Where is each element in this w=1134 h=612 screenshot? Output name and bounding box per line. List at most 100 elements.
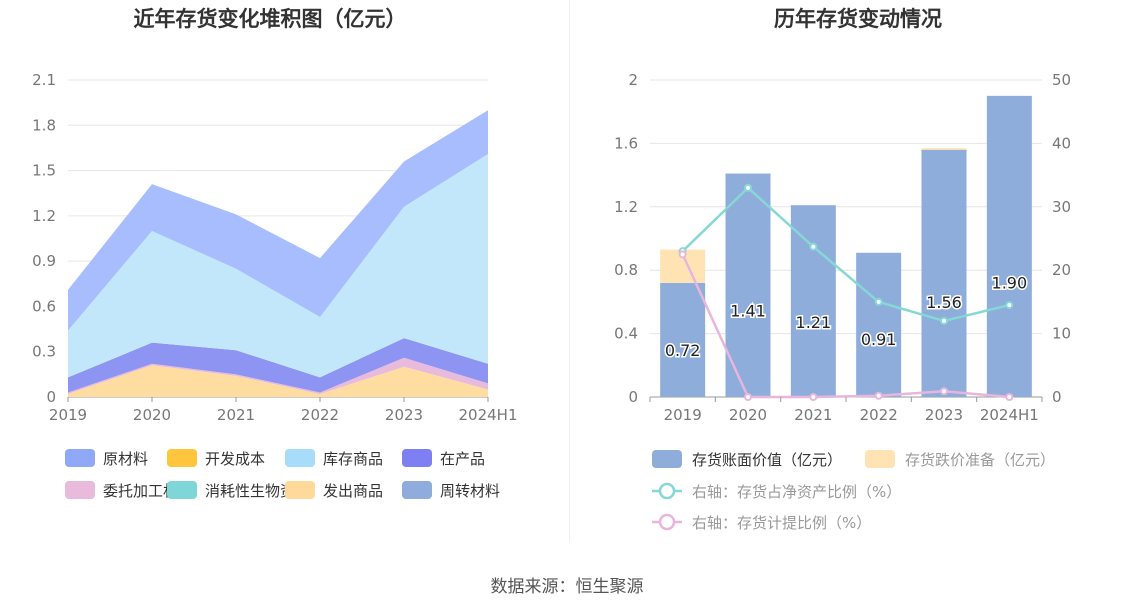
left-legend-swatch (285, 481, 315, 499)
left-x-tick-label: 2022 (301, 406, 339, 424)
right-legend-swatch (865, 450, 895, 468)
left-y-tick-label: 1.2 (32, 207, 56, 225)
line-point (940, 316, 948, 325)
bar-book-value (660, 282, 706, 397)
bar-book-value (856, 252, 902, 397)
left-area-series (68, 110, 488, 397)
line-point (1005, 393, 1014, 401)
right-y2-tick-label: 10 (1052, 325, 1071, 343)
right-legend-marker (658, 513, 676, 531)
left-x-tick-label: 2024H1 (459, 406, 518, 424)
right-x-axis: 2019 2020 2021 2022 2023 2024H1 (649, 397, 1043, 424)
inventory-stacked-area-chart: 近年存货变化堆积图（亿元） 0 0.3 0.6 0.9 1.2 1.5 1.8 2.1 201… (32, 7, 518, 500)
left-x-tick-label: 2019 (49, 406, 87, 424)
right-legend-label: 右轴：存货计提比例（%） (692, 514, 871, 532)
right-gridlines (650, 79, 1042, 398)
line-series-2 (681, 186, 1010, 323)
line-series-3 (681, 253, 1010, 399)
line-point (1005, 301, 1014, 310)
left-legend-label: 原材料 (103, 450, 148, 468)
right-y-tick-label: 0 (628, 388, 638, 406)
left-legend-label: 在产品 (440, 450, 485, 468)
right-right-y-axis: 0 10 20 30 40 50 (1052, 71, 1071, 406)
left-legend-swatch (285, 449, 315, 467)
right-left-y-axis: 0 0.4 0.8 1.2 1.6 2 (614, 71, 638, 406)
left-legend-label: 库存商品 (323, 450, 383, 468)
bar-value-label: 1.41 (730, 302, 766, 321)
left-x-tick-label: 2023 (385, 406, 423, 424)
left-legend-swatch (167, 481, 197, 499)
line-point (809, 242, 818, 251)
inventory-bar-line-chart: 历年存货变动情况 0.72 1.41 1.21 0.91 1.56 1.90 0 0.4 0.… (614, 7, 1071, 532)
right-y-tick-label: 1.6 (614, 134, 638, 152)
left-y-axis: 0 0.3 0.6 0.9 1.2 1.5 1.8 2.1 (32, 71, 56, 406)
line-point (874, 391, 883, 400)
right-x-tick-label: 2024H1 (980, 406, 1039, 424)
left-chart-title: 近年存货变化堆积图（亿元） (134, 7, 407, 31)
right-y2-tick-label: 50 (1052, 71, 1071, 89)
left-y-tick-label: 0 (46, 388, 56, 406)
right-y-tick-label: 1.2 (614, 198, 638, 216)
right-chart-title: 历年存货变动情况 (774, 7, 942, 31)
right-y2-tick-label: 40 (1052, 134, 1071, 152)
left-legend-label: 发出商品 (323, 482, 383, 500)
left-y-tick-label: 0.9 (32, 252, 56, 270)
left-legend-label: 消耗性生物资产 (205, 482, 310, 500)
bar-value-label: 1.90 (992, 274, 1028, 293)
right-legend-swatch (652, 450, 682, 468)
line-point (744, 393, 752, 401)
right-line-series (678, 183, 1014, 401)
line-point (744, 183, 752, 192)
right-x-tick-label: 2021 (794, 406, 832, 424)
right-legend-label: 存货跌价准备（亿元） (905, 451, 1055, 469)
left-legend-label: 开发成本 (205, 450, 265, 468)
right-bar-labels: 0.72 1.41 1.21 0.91 1.56 1.90 (663, 272, 1028, 361)
left-y-tick-label: 2.1 (32, 71, 56, 89)
right-x-tick-label: 2019 (664, 406, 702, 424)
line-point (809, 393, 818, 401)
right-bar-series (660, 95, 1032, 397)
left-y-tick-label: 0.3 (32, 343, 56, 361)
left-x-axis: 2019 2020 2021 2022 2023 2024H1 (49, 397, 518, 424)
right-y2-tick-label: 30 (1052, 198, 1071, 216)
right-x-tick-label: 2022 (860, 406, 898, 424)
left-x-tick-label: 2020 (133, 406, 171, 424)
left-x-tick-label: 2021 (217, 406, 255, 424)
right-legend: 存货账面价值（亿元） 存货跌价准备（亿元）右轴：存货占净资产比例（%） 右轴：存货计… (652, 450, 1055, 532)
bar-value-label: 0.91 (861, 330, 897, 349)
right-y-tick-label: 2 (628, 71, 638, 89)
bar-book-value (986, 95, 1032, 397)
left-y-tick-label: 1.5 (32, 162, 56, 180)
left-legend-label: 周转材料 (440, 482, 500, 500)
right-legend-marker (658, 482, 676, 500)
bar-impairment-provision (921, 148, 967, 150)
line-point (874, 297, 883, 306)
right-y-tick-label: 0.8 (614, 261, 638, 279)
right-y-tick-label: 0.4 (614, 325, 638, 343)
right-x-tick-label: 2020 (729, 406, 767, 424)
bar-book-value (790, 205, 836, 397)
right-y2-tick-label: 0 (1052, 388, 1062, 406)
left-y-tick-label: 0.6 (32, 297, 56, 315)
left-y-tick-label: 1.8 (32, 116, 56, 134)
right-y2-tick-label: 20 (1052, 261, 1071, 279)
bar-value-label: 1.21 (796, 313, 832, 332)
left-area-series-3 (68, 153, 488, 378)
left-area-series-2 (68, 338, 488, 393)
left-area-series-4 (68, 110, 488, 331)
bar-value-label: 1.56 (926, 293, 962, 312)
line-point (678, 250, 687, 259)
left-legend-swatch (402, 449, 432, 467)
bar-value-label: 0.72 (665, 341, 701, 360)
right-legend-label: 存货账面价值（亿元） (692, 451, 842, 469)
left-legend-swatch (65, 481, 95, 499)
bar-book-value (725, 173, 771, 397)
left-legend-swatch (167, 449, 197, 467)
left-area-series-1 (68, 357, 488, 394)
line-point (940, 387, 948, 396)
left-legend-swatch (65, 449, 95, 467)
left-area-series-0 (68, 365, 488, 397)
left-legend-swatch (402, 481, 432, 499)
bar-book-value (921, 149, 967, 397)
